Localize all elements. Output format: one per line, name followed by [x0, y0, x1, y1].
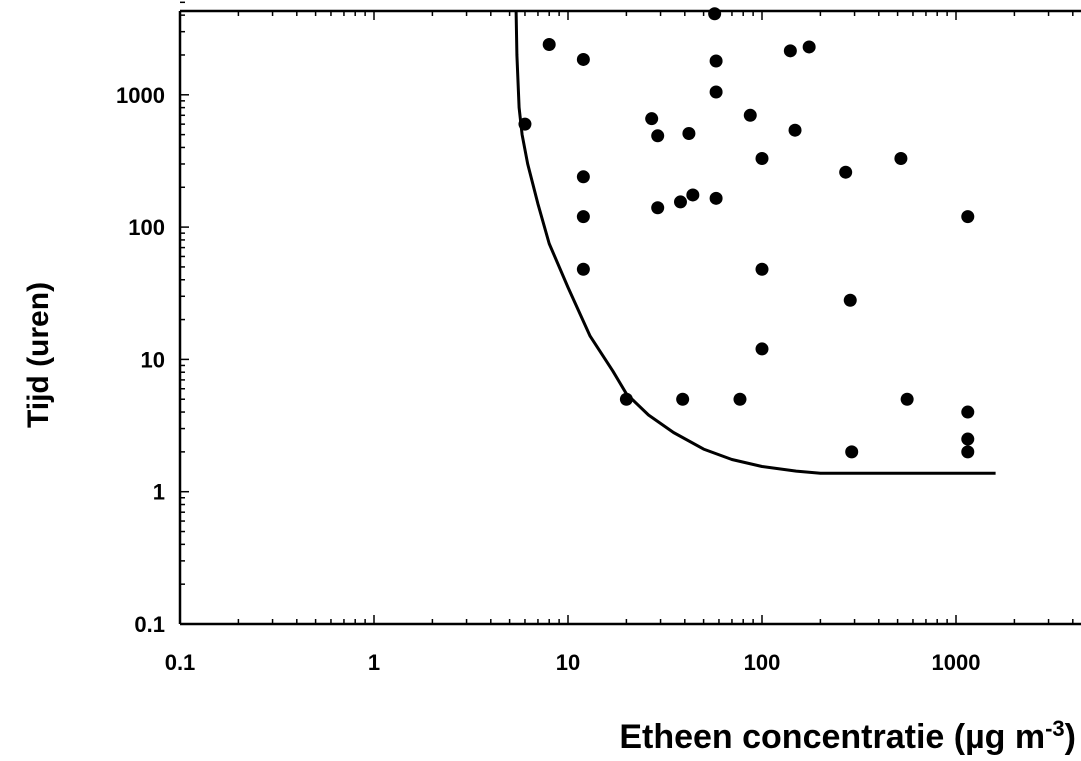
data-point	[651, 201, 665, 215]
data-point	[576, 262, 590, 276]
data-point	[542, 37, 556, 51]
data-point	[961, 210, 975, 224]
data-point	[651, 129, 665, 143]
y-tick-label: 10	[141, 347, 165, 372]
axes	[178, 9, 1081, 626]
x-tick-label: 0.1	[165, 650, 196, 675]
x-axis-title-superscript: -3	[1045, 716, 1065, 741]
data-point	[894, 152, 908, 166]
data-point	[755, 152, 769, 166]
data-point	[673, 195, 687, 209]
data-point	[802, 40, 816, 54]
y-axis-title: Tijd (uren)	[22, 282, 55, 428]
x-axis-tick-labels: 0.1 1 10 100 1000	[165, 650, 981, 675]
data-point	[839, 165, 853, 179]
x-axis-title: Etheen concentratie (µg m-3)	[619, 716, 1076, 757]
data-point	[755, 342, 769, 356]
data-point	[783, 44, 797, 58]
data-point	[709, 85, 723, 99]
data-point	[733, 392, 747, 406]
x-tick-label: 100	[744, 650, 781, 675]
boundary-curve	[514, 10, 996, 475]
data-point	[961, 445, 975, 459]
data-point	[788, 123, 802, 137]
data-point	[743, 108, 757, 122]
data-point	[961, 432, 975, 446]
data-point	[709, 54, 723, 68]
data-point	[576, 210, 590, 224]
data-point	[682, 126, 696, 140]
y-tick-label: 1	[153, 480, 165, 505]
data-point	[576, 52, 590, 66]
series-layer	[514, 7, 996, 475]
y-tick-label: 0.1	[134, 612, 165, 637]
data-point	[845, 445, 859, 459]
data-point	[843, 293, 857, 307]
data-point	[900, 392, 914, 406]
data-point	[708, 7, 722, 21]
data-point	[645, 112, 659, 126]
y-tick-label: 1000	[116, 83, 165, 108]
x-axis-ticks	[179, 11, 1074, 624]
y-axis-tick-labels: 0.1 1 10 100 1000	[116, 83, 165, 637]
data-point	[755, 262, 769, 276]
data-point	[676, 392, 690, 406]
x-tick-label: 1000	[932, 650, 981, 675]
data-point	[686, 188, 700, 202]
y-tick-label: 100	[128, 215, 165, 240]
x-tick-label: 1	[368, 650, 380, 675]
data-point	[576, 170, 590, 184]
data-point	[961, 405, 975, 419]
x-tick-label: 10	[556, 650, 580, 675]
data-point	[709, 191, 723, 205]
y-axis-ticks	[180, 1, 189, 625]
